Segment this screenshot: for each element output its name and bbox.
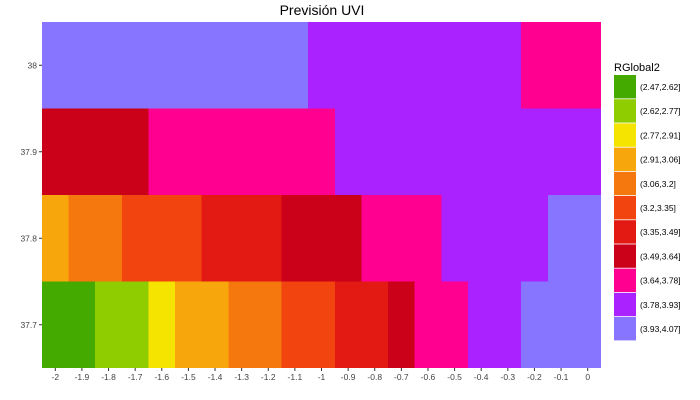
x-tick-label: 0 <box>585 372 590 382</box>
chart-title: Previsión UVI <box>280 2 365 18</box>
legend-key <box>614 147 636 171</box>
heatmap-cell <box>281 281 335 368</box>
legend-label: (3.49,3.64] <box>640 251 681 261</box>
legend-key <box>614 244 636 268</box>
heatmap-cell <box>334 281 389 368</box>
heatmap-cell <box>388 281 415 368</box>
x-tick-label: -1.6 <box>154 372 169 382</box>
plot-panel <box>42 22 601 368</box>
legend-key <box>614 196 636 220</box>
x-tick-label: -0.4 <box>474 372 489 382</box>
heatmap-cell <box>521 22 601 109</box>
heatmap-cell <box>547 195 601 282</box>
x-tick-label: -0.1 <box>554 372 569 382</box>
legend-label: (3.2,3.35] <box>640 203 676 213</box>
heatmap-cell <box>95 281 149 368</box>
y-tick-label: 37.8 <box>20 233 37 243</box>
legend-label: (2.91,3.06] <box>640 155 681 165</box>
x-tick-label: -1.9 <box>75 372 90 382</box>
heatmap-cell <box>467 281 522 368</box>
heatmap-cell <box>68 195 122 282</box>
legend-label: (3.06,3.2] <box>640 179 676 189</box>
x-tick-label: -1.8 <box>101 372 116 382</box>
x-tick-label: -1.2 <box>261 372 276 382</box>
legend-key <box>614 317 636 341</box>
heatmap-cell <box>521 281 601 368</box>
x-tick-label: -1.1 <box>288 372 303 382</box>
x-tick-label: -1.4 <box>208 372 223 382</box>
legend-key <box>614 292 636 317</box>
heatmap-cell <box>361 195 442 282</box>
legend-label: (3.35,3.49] <box>640 227 681 237</box>
x-tick-label: -0.5 <box>447 372 462 382</box>
legend-label: (2.47,2.62] <box>640 82 681 92</box>
legend-key <box>614 171 636 196</box>
heatmap-cell <box>334 108 601 195</box>
legend-label: (2.62,2.77] <box>640 106 681 116</box>
heatmap-cell <box>148 281 176 368</box>
x-tick-label: -0.3 <box>501 372 516 382</box>
legend-label: (3.78,3.93] <box>640 300 681 310</box>
heatmap-cell <box>414 281 468 368</box>
x-tick-label: -0.9 <box>341 372 356 382</box>
heatmap-cell <box>175 281 229 368</box>
y-tick-label: 38 <box>28 60 38 70</box>
x-axis: -2 -1.9 -1.8 -1.7 -1.6 -1.5 -1.4 -1.3 -1.2 -1.1 -1… <box>52 368 590 382</box>
legend-title: RGlobal2 <box>614 62 660 74</box>
legend-label: (3.93,4.07] <box>640 324 681 334</box>
legend-key <box>614 123 636 147</box>
x-tick-label: -0.2 <box>527 372 542 382</box>
heatmap-cell <box>148 108 335 195</box>
x-tick-label: -0.6 <box>421 372 436 382</box>
heatmap-cell <box>42 281 96 368</box>
legend-label: (2.77,2.91] <box>640 130 681 140</box>
heatmap-cell <box>281 195 362 282</box>
x-tick-label: -1.3 <box>234 372 249 382</box>
y-tick-label: 37.9 <box>20 147 37 157</box>
heatmap-cell <box>42 22 309 109</box>
x-tick-label: -0.7 <box>394 372 409 382</box>
legend-key <box>614 268 636 292</box>
x-tick-label: -0.8 <box>367 372 382 382</box>
legend: RGlobal2 (2.47,2.62] (2.62,2.77] (2.77,2.9… <box>614 62 681 341</box>
y-tick-label: 37.7 <box>20 320 37 330</box>
legend-key <box>614 220 636 244</box>
legend-key <box>614 99 636 123</box>
x-tick-label: -1 <box>318 372 326 382</box>
x-tick-label: -1.5 <box>181 372 196 382</box>
y-axis: 37.7 37.8 37.9 38 <box>20 60 42 330</box>
heatmap-cell <box>441 195 548 282</box>
heatmap-cell <box>42 195 69 282</box>
heatmap-cell <box>201 195 282 282</box>
legend-label: (3.64,3.78] <box>640 276 681 286</box>
x-tick-label: -2 <box>52 372 60 382</box>
heatmap-cell <box>228 281 282 368</box>
heatmap-cell <box>121 195 202 282</box>
x-tick-label: -1.7 <box>128 372 143 382</box>
heatmap-cell <box>308 22 522 109</box>
legend-key <box>614 75 636 99</box>
heatmap-cell <box>42 108 149 195</box>
